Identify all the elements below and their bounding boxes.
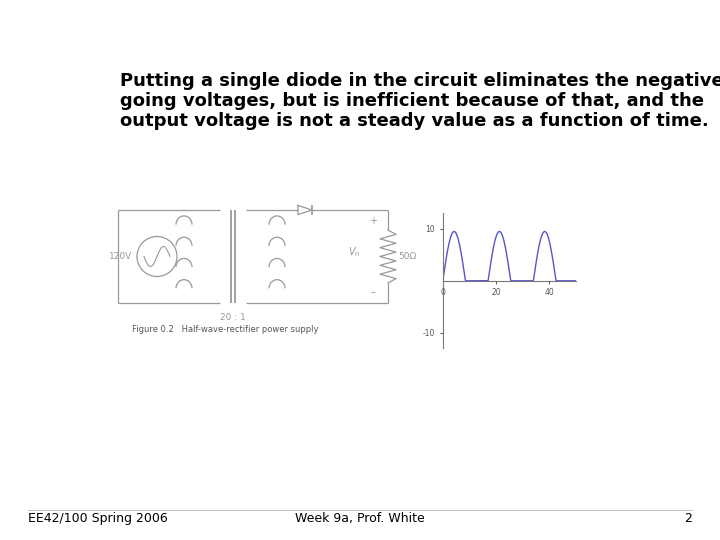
Text: +: + bbox=[369, 216, 377, 226]
Text: 20 : 1: 20 : 1 bbox=[220, 313, 246, 322]
Text: Putting a single diode in the circuit eliminates the negative-: Putting a single diode in the circuit el… bbox=[120, 72, 720, 90]
Text: $V_n$: $V_n$ bbox=[348, 246, 360, 259]
Text: 120V: 120V bbox=[109, 252, 132, 261]
Text: EE42/100 Spring 2006: EE42/100 Spring 2006 bbox=[28, 512, 168, 525]
Text: output voltage is not a steady value as a function of time.: output voltage is not a steady value as … bbox=[120, 112, 708, 130]
Text: 50Ω: 50Ω bbox=[398, 252, 416, 261]
Text: Week 9a, Prof. White: Week 9a, Prof. White bbox=[295, 512, 425, 525]
Text: 2: 2 bbox=[684, 512, 692, 525]
Text: –: – bbox=[371, 287, 375, 297]
Text: going voltages, but is inefficient because of that, and the: going voltages, but is inefficient becau… bbox=[120, 92, 704, 110]
Text: Figure 0.2   Half-wave-rectifier power supply: Figure 0.2 Half-wave-rectifier power sup… bbox=[132, 325, 318, 334]
